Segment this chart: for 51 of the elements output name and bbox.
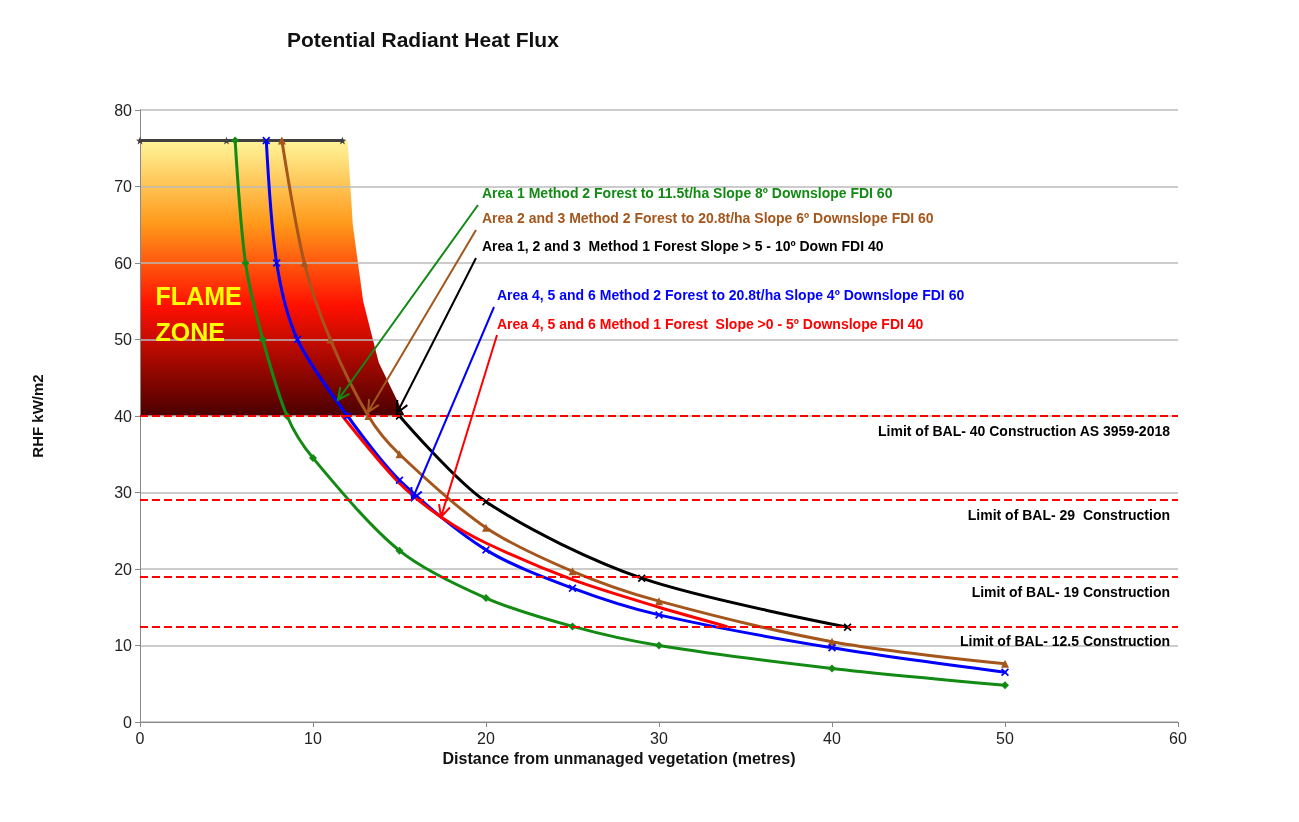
x-tick-label: 40	[823, 729, 841, 747]
x-tick-label: 20	[477, 729, 495, 747]
x-tick-label: 50	[996, 729, 1014, 747]
y-tick-label: 20	[114, 560, 133, 578]
y-tick-label: 0	[123, 713, 133, 731]
y-tick-label: 80	[114, 101, 133, 119]
point	[655, 610, 663, 619]
point	[395, 546, 404, 555]
x-tick-label: 60	[1169, 729, 1187, 747]
point	[293, 335, 302, 344]
chart-title: Potential Radiant Heat Flux	[287, 28, 560, 51]
text: Area 4, 5 and 6 Method 1 Forest Slope >0 - 5º Downslope FDI 40	[497, 316, 924, 332]
text: Area 2 and 3 Method 2 Forest to 20.8t/ha Slope 6º Downslope FDI 60	[482, 210, 934, 226]
point	[262, 136, 271, 145]
ref-line-label: Limit of BAL- 19 Construction	[971, 583, 1170, 600]
point	[637, 574, 646, 583]
y-axis-title: RHF kW/m2	[29, 374, 46, 458]
point	[241, 259, 250, 267]
text: Area 4, 5 and 6 Method 2 Forest to 20.8t/ha Slope 4º Downslope FDI 60	[497, 287, 965, 303]
point	[231, 136, 240, 145]
point	[655, 641, 663, 650]
point	[1001, 659, 1009, 668]
y-tick-label: 30	[114, 484, 133, 501]
y-tick-label: 70	[114, 178, 133, 195]
x-tick-label: 10	[304, 729, 322, 747]
x-axis-title: Distance from unmanaged vegetation (metres)	[442, 750, 796, 768]
ref-line-label: Limit of BAL- 12.5 Construction	[960, 633, 1170, 650]
point	[482, 523, 490, 532]
point	[482, 594, 490, 603]
ref-line-label: Limit of BAL- 29 Construction	[967, 507, 1170, 524]
point	[568, 567, 577, 576]
point	[1001, 681, 1009, 690]
point	[258, 335, 267, 344]
point	[277, 136, 286, 145]
y-tick-label: 50	[114, 331, 133, 348]
y-tick-label: 60	[114, 254, 133, 272]
ref-line-label: Limit of BAL- 40 Construction AS 3959-2018	[878, 423, 1171, 439]
point	[482, 545, 490, 554]
x-tick-label: 30	[650, 729, 668, 747]
y-tick-label: 10	[114, 637, 133, 654]
point	[300, 259, 309, 267]
y-tick-label: 40	[114, 407, 133, 425]
point	[395, 450, 404, 459]
text: Area 1, 2 and 3 Method 1 Forest Slope > 5 - 10º Down FDI 40	[482, 238, 884, 254]
point	[136, 136, 144, 145]
point	[326, 335, 335, 344]
point	[309, 454, 317, 463]
x-tick-label: 0	[135, 729, 145, 747]
point	[828, 664, 836, 673]
point	[655, 597, 663, 606]
text: Area 1 Method 2 Forest to 11.5t/ha Slope 8º Downslope FDI 60	[482, 185, 893, 201]
